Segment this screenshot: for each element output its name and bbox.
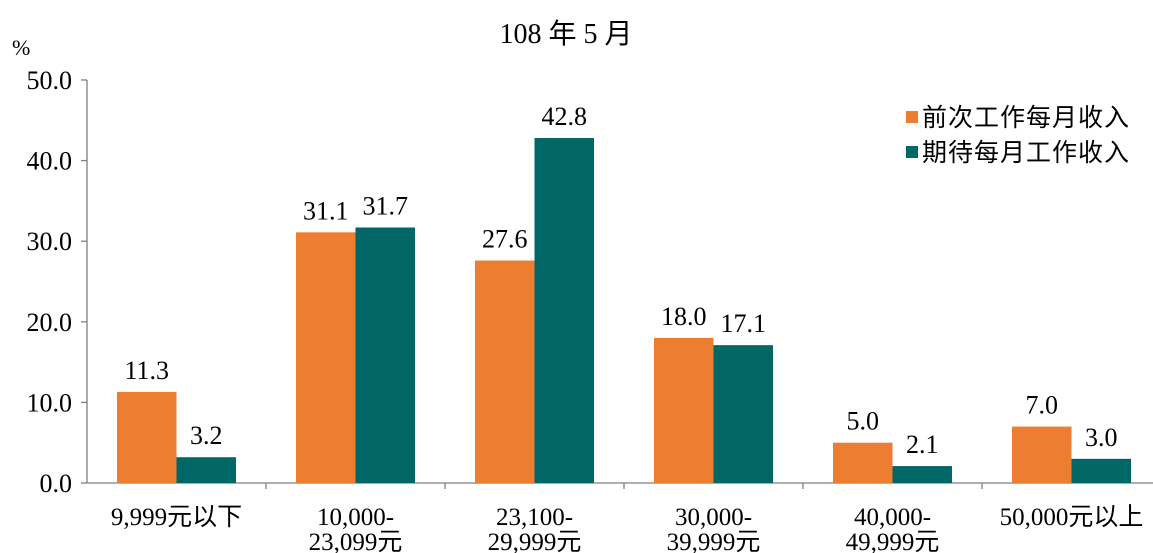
- bar-series2-group3: [534, 138, 594, 484]
- x-category-label: 50,000元以上: [1000, 503, 1144, 531]
- bar-series2-group2: [355, 227, 415, 483]
- legend-swatch-previous-income: [906, 111, 918, 123]
- x-category-label: 23,100-29,999元: [488, 504, 582, 553]
- bar-series1-group5: [833, 442, 893, 483]
- data-label-series2-group5: 2.1: [906, 430, 939, 459]
- legend-label-expected-income: 期待每月工作收入: [922, 139, 1130, 167]
- data-label-series2-group4: 17.1: [721, 309, 767, 338]
- axes: 0.0 10.0 20.0 30.0 40.0 50.0: [27, 66, 1153, 498]
- data-labels: 11.3 31.1 27.6 18.0 5.0 7.0 3.2 31.7 42.8 17.1 2.1…: [124, 102, 1117, 459]
- y-tick-label: 50.0: [27, 66, 73, 95]
- chart-title: 108 年 5 月: [499, 18, 632, 50]
- bar-series1-group3: [475, 260, 535, 483]
- x-category-label: 9,999元以下: [111, 504, 242, 531]
- y-tick-label: 10.0: [27, 388, 73, 417]
- data-label-series1-group6: 7.0: [1026, 391, 1059, 420]
- y-axis-unit-label: %: [12, 35, 30, 60]
- legend: 前次工作每月收入 期待每月工作收入: [906, 104, 1130, 167]
- data-label-series2-group1: 3.2: [190, 421, 223, 450]
- data-label-series2-group6: 3.0: [1085, 423, 1118, 452]
- data-label-series2-group2: 31.7: [363, 191, 409, 220]
- data-label-series1-group3: 27.6: [482, 225, 528, 254]
- data-label-series1-group1: 11.3: [124, 356, 169, 385]
- y-tick-label: 0.0: [40, 469, 73, 498]
- bar-series1-group6: [1012, 426, 1072, 483]
- legend-label-previous-income: 前次工作每月收入: [922, 104, 1130, 132]
- bar-series1-group1: [117, 391, 177, 483]
- x-category-label: 40,000-49,999元: [846, 504, 940, 553]
- data-label-series2-group3: 42.8: [542, 102, 588, 131]
- bar-series2-group6: [1071, 458, 1131, 483]
- legend-swatch-expected-income: [906, 146, 918, 158]
- data-label-series1-group2: 31.1: [303, 196, 349, 225]
- data-label-series1-group5: 5.0: [847, 407, 880, 436]
- y-tick-label: 20.0: [27, 308, 73, 337]
- y-tick-label: 40.0: [27, 147, 73, 176]
- bars: [117, 138, 1131, 484]
- x-category-label: 30,000-39,999元: [667, 504, 761, 553]
- bar-series1-group2: [296, 232, 356, 483]
- bar-series2-group1: [176, 457, 236, 483]
- y-tick-label: 30.0: [27, 227, 73, 256]
- bar-series2-group4: [713, 345, 773, 483]
- bar-series1-group4: [654, 337, 714, 483]
- bar-series2-group5: [892, 466, 952, 483]
- x-category-label: 10,000-23,099元: [309, 504, 403, 553]
- category-labels: 9,999元以下 10,000-23,099元 23,100-29,999元 30,0…: [111, 503, 1144, 553]
- data-label-series1-group4: 18.0: [661, 302, 707, 331]
